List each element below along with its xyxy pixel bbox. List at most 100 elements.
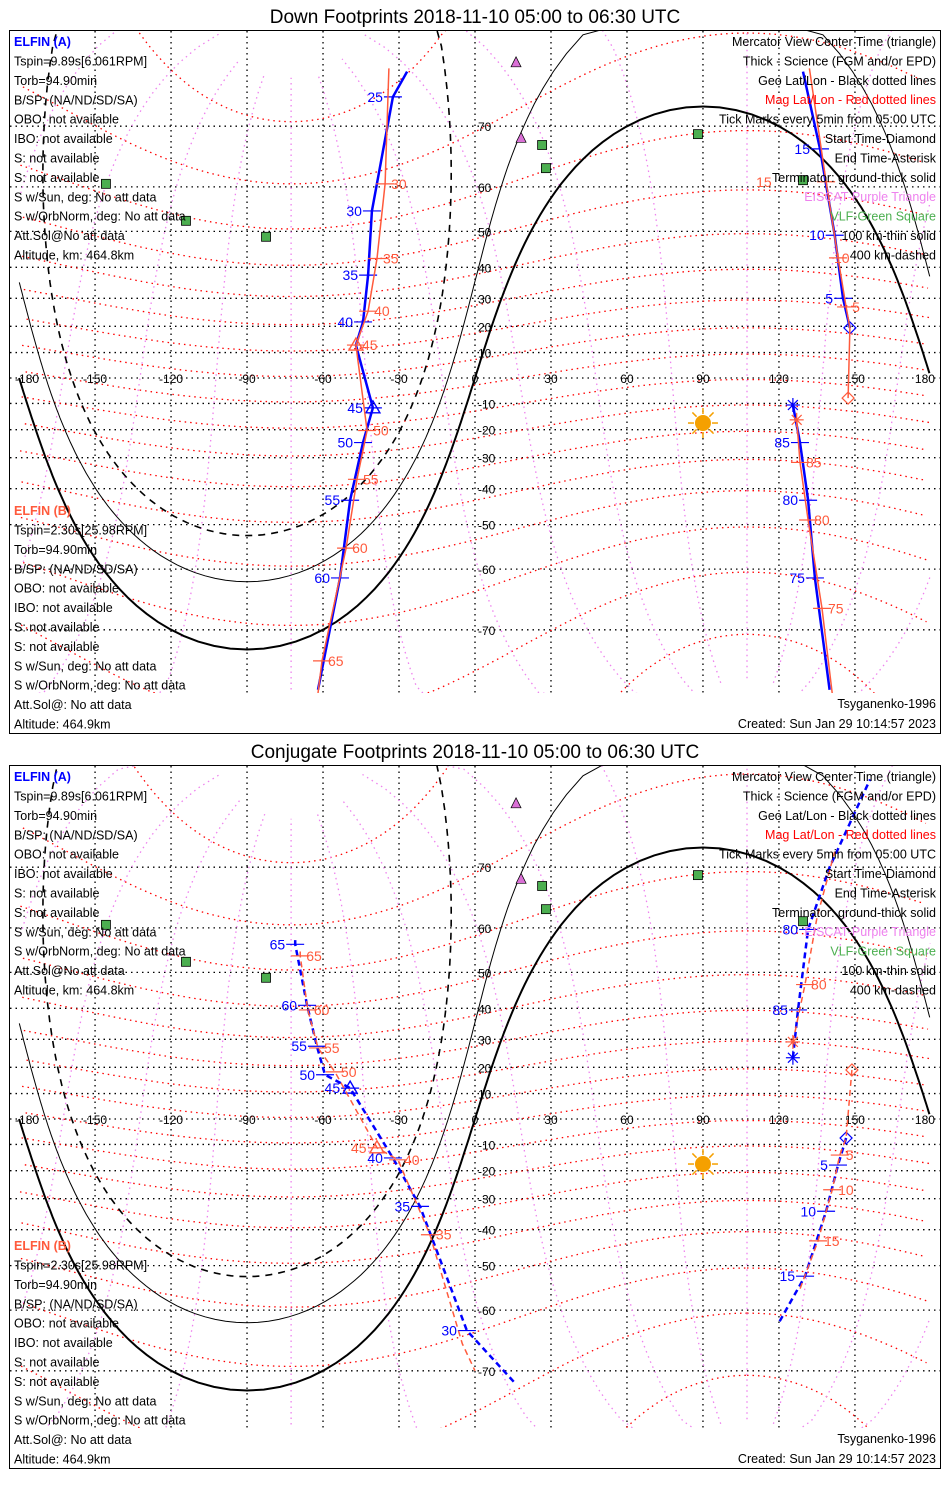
elfin-b-info: IBO: not available [14, 601, 113, 615]
elfin-a-info: OBO: not available [14, 113, 119, 127]
elfin-b-name: ELFIN (B) [14, 1239, 71, 1253]
tick-label: 10 [834, 250, 850, 266]
tick-label: 55 [363, 471, 379, 487]
tick-label: 80 [783, 921, 799, 937]
longitude-label: 60 [620, 372, 634, 386]
tick-label: 50 [337, 435, 353, 451]
track-line [808, 68, 851, 399]
latitude-label: 70 [478, 120, 492, 134]
field-model-label: Tsyganenko-1996 [837, 697, 936, 711]
legend-entry: Terminator: ground-thick solid [772, 171, 936, 185]
tick-label: 80 [811, 977, 827, 993]
mag-latitude-line [747, 571, 927, 623]
elfin-b-info: S w/Sun, deg: No att data [14, 1394, 156, 1408]
mag-latitude-line [22, 32, 748, 185]
elfin-b-info: B/SP: (NA/ND/SD/SA) [14, 562, 138, 576]
legend-entry: Geo Lat/Lon - Black dotted lines [758, 809, 936, 823]
sun-icon [687, 408, 718, 439]
mag-longitude-line [602, 31, 722, 684]
sun-icon [687, 1149, 718, 1180]
tick-label: 40 [374, 303, 390, 319]
legend-entry: End Time-Asterisk [835, 151, 937, 165]
elfin-a-legend: ELFIN (A) Tspin=9.89s[6.061RPM] Torb=94.90… [14, 35, 186, 263]
elfin-a-info: S w/OrbNorm, deg: No att data [14, 945, 186, 959]
longitude-label: -120 [159, 372, 183, 386]
terminator-100km [807, 31, 931, 277]
latitude-label: 30 [478, 1033, 492, 1047]
track-line [776, 1137, 848, 1326]
tick-label: 5 [852, 299, 860, 315]
legend-entry: 400 km-dashed [850, 983, 936, 997]
longitude-label: -180 [15, 372, 39, 386]
plot-key-legend: Mercator View Center Time (triangle) Thic… [719, 770, 937, 997]
end-asterisk-icon [785, 397, 800, 412]
tick-label: 60 [314, 570, 330, 586]
legend-entry: Mag Lat/Lon - Red dotted lines [765, 93, 936, 107]
legend-entry: Thick - Science (FGM and/or EPD) [743, 789, 936, 803]
sun-ray [708, 411, 715, 418]
elfin-a-info: S w/Sun, deg: No att data [14, 925, 156, 939]
mag-longitude-line [341, 799, 538, 1428]
elfin-b-legend: ELFIN (B) Tspin=2.30s[25.98RPM] Torb=94.90… [14, 504, 186, 732]
longitude-label: -30 [390, 372, 408, 386]
plot-frame [9, 30, 941, 734]
latitude-label: 60 [478, 922, 492, 936]
longitude-label: 90 [696, 372, 710, 386]
vlf-site-square [693, 129, 703, 140]
mag-longitude-line [20, 32, 221, 568]
sun-ray [708, 1169, 715, 1176]
tick-label: 65 [270, 936, 286, 952]
vlf-site-square [798, 175, 808, 186]
mag-longitude-line [20, 773, 221, 1309]
vlf-site-square [537, 140, 548, 150]
elfin-a-info: Att.Sol@No att data [14, 229, 125, 243]
mag-latitude-line [20, 571, 747, 693]
mag-latitude-line [746, 930, 927, 957]
terminator-100km [804, 766, 931, 1018]
elfin-a-info: S w/Sun, deg: No att data [14, 190, 156, 204]
tick-label: 15 [779, 1268, 795, 1284]
longitude-label: -150 [83, 372, 107, 386]
legend-entry: Tick Marks every 5min from 05:00 UTC [719, 848, 936, 862]
terminator-400km [42, 766, 452, 1278]
tick-label: 15 [756, 174, 772, 190]
mag-latitude-line [26, 1040, 748, 1093]
asterisk-stroke [787, 399, 799, 411]
eiscat-site-triangle [510, 56, 522, 68]
elfin-a-info: OBO: not available [14, 848, 119, 862]
sun-ray [691, 428, 698, 435]
tick-label: 45 [347, 400, 363, 416]
tick-label: 10 [800, 1203, 816, 1219]
mag-latitude-line [747, 1199, 927, 1223]
tick-label: 75 [789, 570, 805, 586]
latitude-label: -70 [478, 624, 496, 638]
mag-latitude-line [746, 633, 875, 693]
elfin-b-info: B/SP: (NA/ND/SD/SA) [14, 1297, 138, 1311]
longitude-label: 60 [620, 1113, 634, 1127]
tick-label: 15 [794, 141, 810, 157]
elfin-a-info: B/SP: (NA/ND/SD/SA) [14, 828, 138, 842]
sun-ray [691, 1152, 698, 1159]
legend-entry: 100 km-thin solid [842, 229, 937, 243]
mag-latitude-line [747, 327, 927, 345]
tick-label: 60 [314, 1002, 330, 1018]
tick-label: 85 [806, 454, 822, 470]
elfin-b-info: IBO: not available [14, 1336, 113, 1350]
tick-label: 65 [306, 948, 322, 964]
elfin-a-info: S w/OrbNorm, deg: No att data [14, 210, 186, 224]
vlf-site-square [261, 231, 271, 242]
terminator-100km [18, 31, 599, 583]
start-diamond-icon [841, 391, 855, 405]
mag-latitude-line [22, 930, 748, 1007]
sun-ray [691, 411, 698, 418]
elfin-b-info: Torb=94.90min [14, 543, 97, 557]
elfin-a-info: Att.Sol@No att data [14, 964, 125, 978]
mag-latitude-line [746, 1040, 931, 1060]
center-time-triangle-icon [341, 1079, 359, 1094]
asterisk-stroke [787, 1052, 799, 1064]
track-line [299, 951, 476, 1372]
mag-latitude-line [747, 458, 927, 482]
mag-latitude-line [21, 458, 747, 523]
latitude-label: -30 [478, 452, 496, 466]
